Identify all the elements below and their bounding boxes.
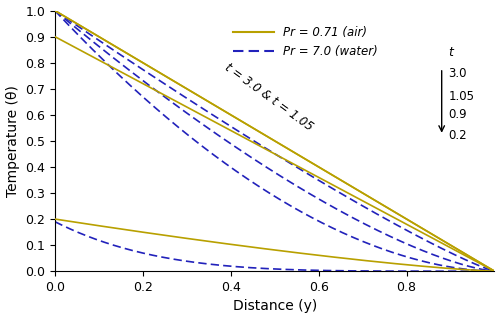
Text: 1.05: 1.05 bbox=[448, 90, 474, 103]
Text: 3.0: 3.0 bbox=[448, 67, 467, 80]
Y-axis label: Temperature (θ): Temperature (θ) bbox=[6, 85, 20, 197]
Text: t: t bbox=[448, 46, 453, 59]
Legend: Pr = 0.71 (air), Pr = 7.0 (water): Pr = 0.71 (air), Pr = 7.0 (water) bbox=[228, 22, 382, 63]
Text: t = 3.0 & t = 1.05: t = 3.0 & t = 1.05 bbox=[222, 61, 315, 133]
Text: 0.2: 0.2 bbox=[448, 129, 467, 142]
X-axis label: Distance (y): Distance (y) bbox=[232, 300, 317, 314]
Text: 0.9: 0.9 bbox=[448, 108, 467, 121]
